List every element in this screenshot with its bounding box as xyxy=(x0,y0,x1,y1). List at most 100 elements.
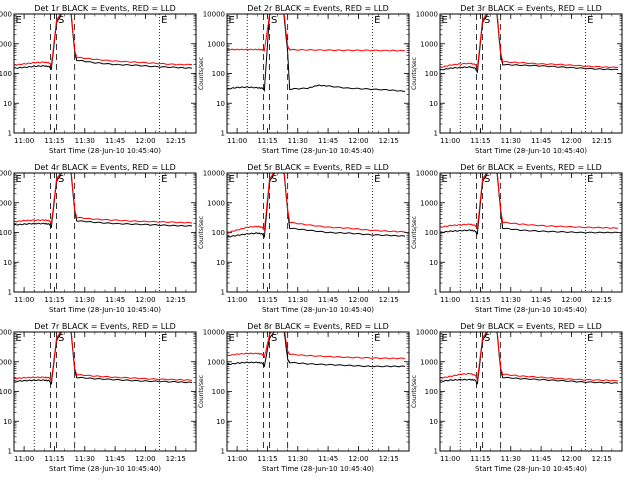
x-tick-label: 11:15 xyxy=(470,296,490,304)
panel-det-4: Det 4r BLACK = Events, RED = LLDCounts/s… xyxy=(0,163,197,314)
plot-frame xyxy=(13,13,197,134)
x-tick-label: 11:15 xyxy=(257,455,277,463)
x-tick-label: 11:45 xyxy=(318,137,338,145)
x-tick-label: 12:15 xyxy=(379,455,399,463)
marker-label: E xyxy=(229,15,235,26)
x-tick-label: 11:00 xyxy=(14,455,34,463)
y-tick-label: 100 xyxy=(212,229,225,237)
x-tick-label: 12:15 xyxy=(166,455,186,463)
x-tick-label: 11:30 xyxy=(75,296,95,304)
series-lld xyxy=(440,14,618,70)
y-tick-label: 1000 xyxy=(0,358,12,366)
x-axis-label: Start Time (28-Jun-10 10:45:40) xyxy=(49,147,161,155)
y-tick-label: 1 xyxy=(221,289,225,297)
marker-label: E xyxy=(374,15,380,26)
y-tick-label: 10 xyxy=(429,100,438,108)
x-tick-label: 12:15 xyxy=(379,137,399,145)
y-tick-label: 100 xyxy=(212,70,225,78)
y-tick-label: 1 xyxy=(221,448,225,456)
x-tick-label: 12:00 xyxy=(135,455,155,463)
marker-label: S xyxy=(58,174,64,185)
panel-title: Det 4r BLACK = Events, RED = LLD xyxy=(34,163,176,172)
x-tick-label: 11:45 xyxy=(531,455,551,463)
x-tick-label: 12:15 xyxy=(592,296,612,304)
marker-label: E xyxy=(161,333,167,344)
panel-det-2: Det 2r BLACK = Events, RED = LLD Counts/s… xyxy=(198,4,410,155)
x-tick-label: 11:15 xyxy=(470,455,490,463)
marker-label: E xyxy=(16,15,22,26)
y-tick-label: 1 xyxy=(221,130,225,138)
x-axis-label: Start Time (28-Jun-10 10:45:40) xyxy=(49,306,161,314)
y-tick-label: 10 xyxy=(429,259,438,267)
y-tick-label: 10 xyxy=(3,259,12,267)
y-tick-label: 10000 xyxy=(0,11,12,19)
panel-det-7: Det 7r BLACK = Events, RED = LLDCounts/s… xyxy=(0,322,197,473)
series-events xyxy=(440,173,619,235)
marker-label: S xyxy=(484,15,490,26)
y-axis-label: Counts/sec xyxy=(411,216,418,249)
y-tick-label: 10000 xyxy=(416,329,438,337)
y-tick-label: 100 xyxy=(0,388,12,396)
marker-label: E xyxy=(587,333,593,344)
series-events xyxy=(440,332,619,385)
panel-title: Det 8r BLACK = Events, RED = LLD xyxy=(247,322,389,331)
x-tick-label: 11:30 xyxy=(501,296,521,304)
y-tick-label: 1 xyxy=(434,448,438,456)
y-tick-label: 10000 xyxy=(416,11,438,19)
marker-label: E xyxy=(587,15,593,26)
x-tick-label: 11:45 xyxy=(318,296,338,304)
x-tick-label: 11:30 xyxy=(288,455,308,463)
x-tick-label: 11:00 xyxy=(440,137,460,145)
y-tick-label: 10 xyxy=(216,100,225,108)
plot-frame xyxy=(226,172,410,293)
y-axis-label: Counts/sec xyxy=(198,216,205,249)
series-events xyxy=(14,14,193,70)
plot-frame xyxy=(439,172,623,293)
x-tick-label: 11:15 xyxy=(44,455,64,463)
series-lld xyxy=(227,332,405,360)
data-traces xyxy=(227,173,406,238)
x-tick-label: 11:00 xyxy=(227,137,247,145)
series-lld xyxy=(227,173,405,233)
y-tick-label: 10 xyxy=(429,418,438,426)
x-tick-label: 12:00 xyxy=(348,137,368,145)
x-tick-label: 11:00 xyxy=(227,296,247,304)
marker-label: E xyxy=(16,333,22,344)
marker-label: E xyxy=(16,174,22,185)
x-tick-label: 12:00 xyxy=(348,296,368,304)
panel-title: Det 3r BLACK = Events, RED = LLD xyxy=(460,4,602,13)
data-traces xyxy=(440,332,619,385)
data-traces xyxy=(14,173,193,228)
marker-label: E xyxy=(442,333,448,344)
y-tick-label: 10000 xyxy=(416,170,438,178)
y-axis-label: Counts/sec xyxy=(198,57,205,90)
x-tick-label: 11:00 xyxy=(440,455,460,463)
plot-frame xyxy=(13,172,197,293)
y-tick-label: 100 xyxy=(0,229,12,237)
y-tick-label: 10000 xyxy=(0,329,12,337)
plot-frame xyxy=(226,13,410,134)
y-tick-label: 1000 xyxy=(420,199,438,207)
y-axis-label: Counts/sec xyxy=(411,375,418,408)
panel-title: Det 2r BLACK = Events, RED = LLD xyxy=(247,4,389,13)
panel-det-6: Det 6r BLACK = Events, RED = LLD Counts/s… xyxy=(411,163,623,314)
x-tick-label: 12:15 xyxy=(166,137,186,145)
x-tick-label: 12:15 xyxy=(592,455,612,463)
x-tick-label: 11:00 xyxy=(227,455,247,463)
x-tick-label: 11:45 xyxy=(531,137,551,145)
y-tick-label: 1 xyxy=(8,448,12,456)
data-traces xyxy=(14,14,193,70)
marker-label: E xyxy=(374,333,380,344)
marker-label: E xyxy=(161,15,167,26)
x-tick-label: 12:15 xyxy=(379,296,399,304)
y-tick-label: 1000 xyxy=(420,40,438,48)
x-tick-label: 11:30 xyxy=(75,455,95,463)
x-tick-label: 11:45 xyxy=(531,296,551,304)
panel-det-8: Det 8r BLACK = Events, RED = LLD Counts/s… xyxy=(198,322,410,473)
marker-label: E xyxy=(587,174,593,185)
data-traces xyxy=(227,14,406,93)
x-axis-label: Start Time (28-Jun-10 10:45:40) xyxy=(262,147,374,155)
data-traces xyxy=(440,14,619,73)
y-axis-label: Counts/sec xyxy=(198,375,205,408)
x-tick-label: 11:45 xyxy=(105,455,125,463)
